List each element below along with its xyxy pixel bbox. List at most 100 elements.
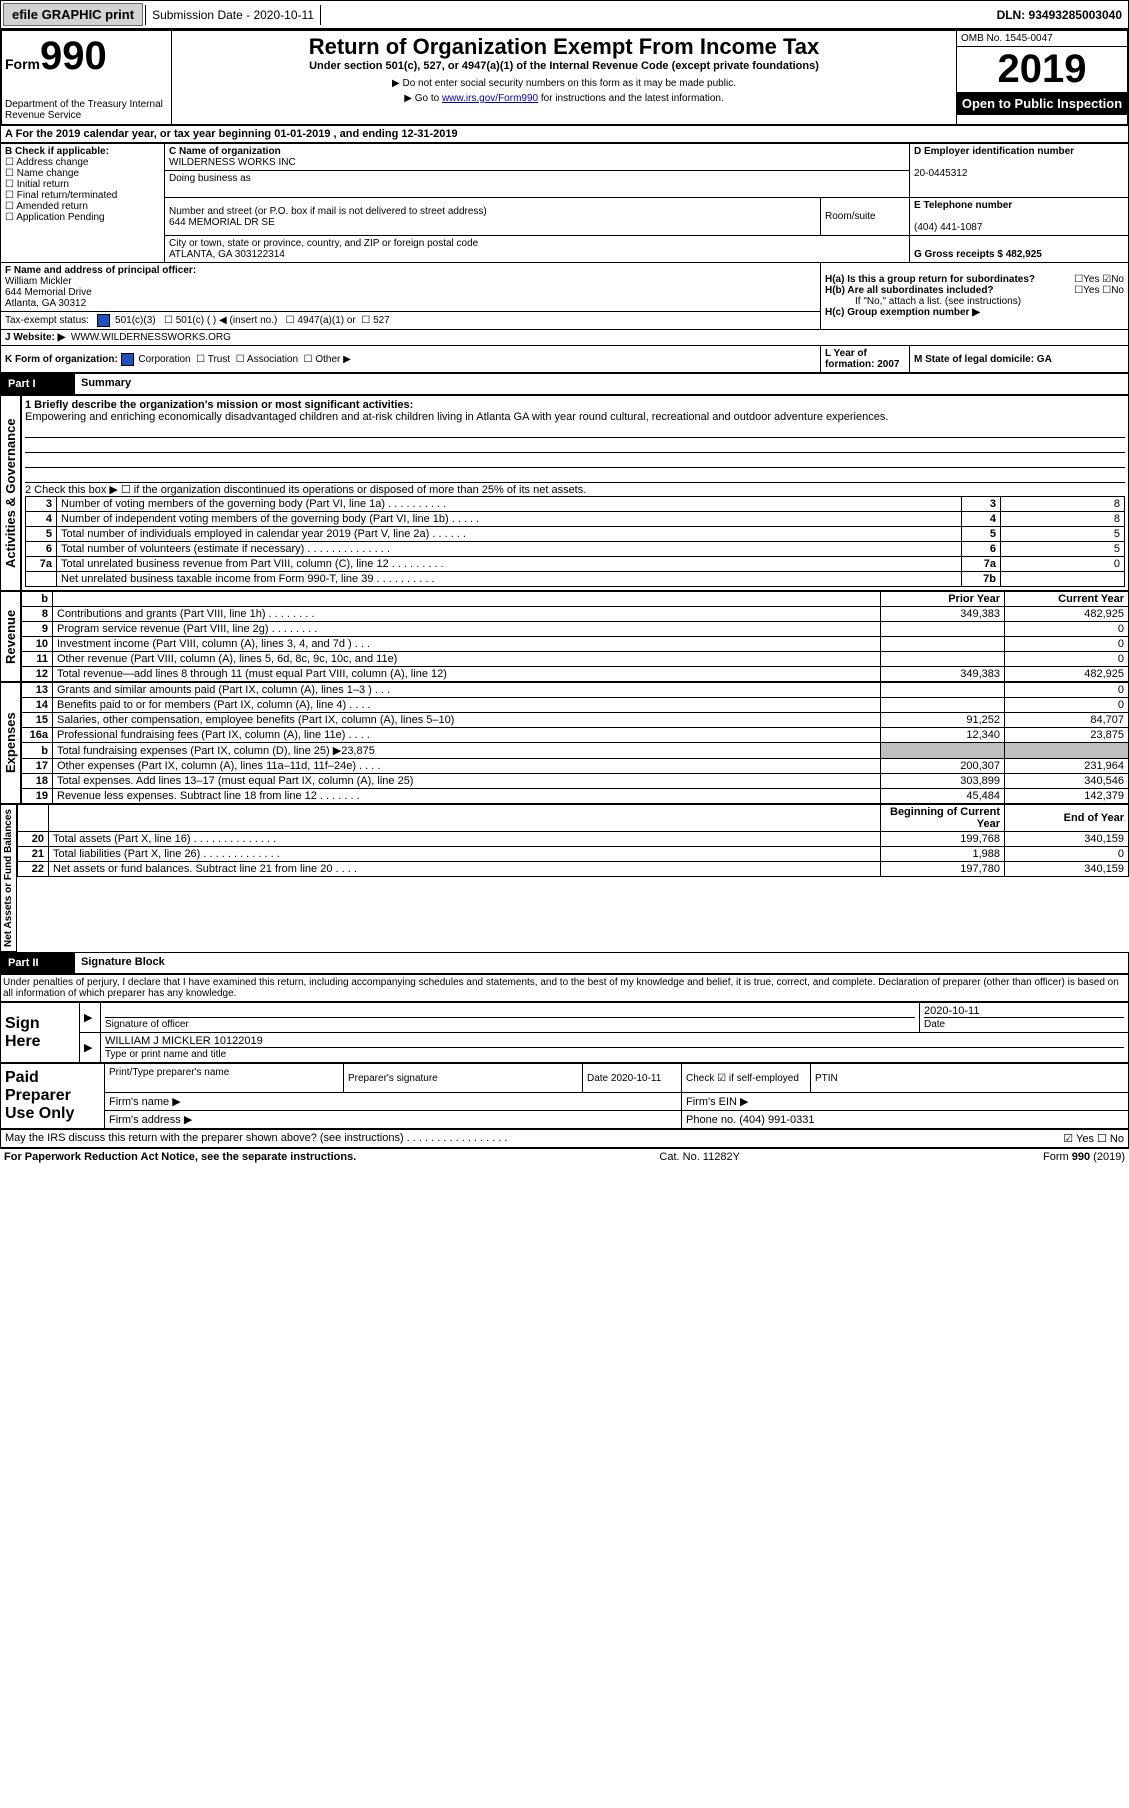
period-row: A For the 2019 calendar year, or tax yea…	[0, 126, 1129, 143]
goto-note: ▶ Go to www.irs.gov/Form990 for instruct…	[175, 93, 953, 104]
part2-bar: Part II	[1, 953, 75, 973]
gov-table: 3Number of voting members of the governi…	[25, 496, 1125, 587]
boxG-label: G Gross receipts $ 482,925	[914, 249, 1042, 260]
officer-name: William Mickler	[5, 276, 72, 287]
boxF-label: F Name and address of principal officer:	[5, 265, 196, 276]
page-footer: For Paperwork Reduction Act Notice, see …	[0, 1148, 1129, 1165]
goto-pre: Go to	[415, 93, 442, 104]
boxK-label: K Form of organization:	[5, 354, 118, 365]
form990-link[interactable]: www.irs.gov/Form990	[442, 93, 538, 104]
paid-prep-label: Paid Preparer Use Only	[1, 1064, 105, 1129]
hc-label: H(c) Group exemption number ▶	[825, 307, 1124, 318]
submission-date: Submission Date - 2020-10-11	[145, 5, 321, 25]
lbl-assoc: Association	[247, 354, 298, 365]
lbl-501c3: 501(c)(3)	[115, 315, 156, 326]
boxD-label: D Employer identification number	[914, 146, 1074, 157]
city-label: City or town, state or province, country…	[169, 238, 478, 249]
hb-label: H(b) Are all subordinates included?	[825, 285, 994, 296]
sidebar-netassets: Net Assets or Fund Balances	[0, 804, 17, 952]
form-subtitle: Under section 501(c), 527, or 4947(a)(1)…	[175, 60, 953, 72]
hdr-prior: Prior Year	[881, 592, 1005, 607]
sig-date-val: 2020-10-11	[924, 1005, 1124, 1018]
firm-name-label: Firm's name ▶	[109, 1096, 181, 1108]
net-table: Beginning of Current YearEnd of Year 20T…	[17, 804, 1129, 877]
footer-mid: Cat. No. 11282Y	[659, 1151, 740, 1163]
addr-label: Number and street (or P.O. box if mail i…	[169, 206, 487, 217]
sidebar-governance: Activities & Governance	[0, 395, 21, 591]
boxJ-label: Website: ▶	[13, 332, 65, 343]
lbl-other: Other ▶	[315, 354, 350, 365]
footer-right: Form 990 (2019)	[1043, 1151, 1125, 1163]
entity-box: B Check if applicable: ☐ Address change☐…	[0, 143, 1129, 373]
form-header: Form990 Department of the Treasury Inter…	[0, 29, 1129, 126]
part1-title: Summary	[75, 374, 1128, 394]
boxE-label: E Telephone number	[914, 200, 1012, 211]
firm-ein-label: Firm's EIN ▶	[686, 1096, 749, 1108]
taxexempt-label: Tax-exempt status:	[5, 315, 89, 326]
part1-bar: Part I	[1, 374, 75, 394]
phone-value: (404) 441-1087	[914, 222, 982, 233]
sig-date-label: Date	[924, 1019, 945, 1030]
ssn-note: Do not enter social security numbers on …	[175, 78, 953, 89]
hdr2-prior: Beginning of Current Year	[881, 805, 1005, 832]
firm-phone: Phone no. (404) 991-0331	[686, 1114, 814, 1126]
sign-here-label: Sign Here	[1, 1003, 80, 1063]
lbl-trust: Trust	[208, 354, 230, 365]
efile-print-button[interactable]: efile GRAPHIC print	[3, 3, 143, 26]
form-title: Return of Organization Exempt From Incom…	[175, 34, 953, 60]
chk-corp[interactable]	[121, 353, 134, 366]
addr-value: 644 MEMORIAL DR SE	[169, 217, 275, 228]
rev-table: bPrior YearCurrent Year 8Contributions a…	[21, 591, 1129, 682]
lbl-527: 527	[373, 315, 390, 326]
mission-a: Empowering and enriching economically di…	[25, 411, 1125, 423]
prep-ptin: PTIN	[815, 1073, 838, 1084]
footer-left: For Paperwork Reduction Act Notice, see …	[4, 1151, 356, 1163]
ha-label: H(a) Is this a group return for subordin…	[825, 274, 1035, 285]
prep-selfemp: Check ☑ if self-employed	[686, 1073, 799, 1084]
boxC-name-label: C Name of organization	[169, 146, 281, 157]
dba-label: Doing business as	[169, 173, 251, 184]
form-label: Form	[5, 56, 40, 72]
discuss-opts[interactable]: ☑ Yes ☐ No	[1063, 1132, 1124, 1145]
prep-date: Date 2020-10-11	[587, 1073, 661, 1084]
form-number: 990	[40, 34, 107, 78]
dln-label: DLN: 93493285003040	[997, 8, 1128, 22]
line2: 2 Check this box ▶ ☐ if the organization…	[25, 483, 1125, 496]
website-link[interactable]: WWW.WILDERNESSWORKS.ORG	[71, 332, 231, 343]
lbl-4947: 4947(a)(1) or	[297, 315, 355, 326]
boxM: M State of legal domicile: GA	[914, 354, 1052, 365]
penalties-text: Under penalties of perjury, I declare th…	[0, 974, 1129, 1002]
dept-label: Department of the Treasury Internal Reve…	[5, 99, 168, 121]
omb-label: OMB No. 1545-0047	[957, 31, 1127, 47]
hdr2-current: End of Year	[1005, 805, 1129, 832]
room-label: Room/suite	[825, 211, 876, 222]
hdr-current: Current Year	[1005, 592, 1129, 607]
sidebar-revenue: Revenue	[0, 591, 21, 682]
goto-post: for instructions and the latest informat…	[538, 93, 724, 104]
sidebar-expenses: Expenses	[0, 682, 21, 804]
chk-501c3[interactable]	[97, 314, 110, 327]
sig-officer-label: Signature of officer	[105, 1019, 189, 1030]
lbl-501c: 501(c) ( ) ◀ (insert no.)	[176, 315, 278, 326]
officer-addr2: Atlanta, GA 30312	[5, 298, 86, 309]
sign-here-block: Sign Here ▶ Signature of officer 2020-10…	[0, 1002, 1129, 1063]
tax-year: 2019	[957, 47, 1127, 92]
org-name: WILDERNESS WORKS INC	[169, 157, 296, 168]
open-public-label: Open to Public Inspection	[957, 92, 1127, 115]
mission-q: 1 Briefly describe the organization's mi…	[25, 399, 1125, 411]
boxL: L Year of formation: 2007	[825, 348, 899, 370]
paid-preparer-block: Paid Preparer Use Only Print/Type prepar…	[0, 1063, 1129, 1129]
city-value: ATLANTA, GA 303122314	[169, 249, 285, 260]
discuss-text: May the IRS discuss this return with the…	[5, 1132, 508, 1145]
sig-name-val: WILLIAM J MICKLER 10122019	[105, 1035, 1124, 1048]
boxB-items: ☐ Address change☐ Name change☐ Initial r…	[5, 157, 117, 223]
boxB-label: B Check if applicable:	[5, 146, 109, 157]
top-toolbar: efile GRAPHIC print Submission Date - 20…	[0, 0, 1129, 29]
prep-sig-label: Preparer's signature	[348, 1073, 438, 1084]
prep-name-label: Print/Type preparer's name	[109, 1067, 229, 1078]
part2-title: Signature Block	[75, 953, 1128, 973]
firm-addr-label: Firm's address ▶	[109, 1114, 192, 1126]
officer-addr1: 644 Memorial Drive	[5, 287, 92, 298]
hb-note: If "No," attach a list. (see instruction…	[825, 296, 1124, 307]
sig-name-label: Type or print name and title	[105, 1049, 226, 1060]
